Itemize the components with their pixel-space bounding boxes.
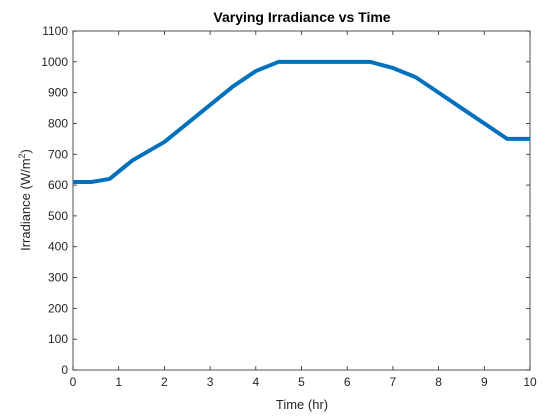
y-tick-label: 800 bbox=[48, 116, 68, 130]
y-tick-label: 200 bbox=[48, 301, 68, 315]
y-axis-label-superscript: 2 bbox=[17, 153, 27, 158]
y-tick-label: 900 bbox=[48, 86, 68, 100]
x-tick-label: 4 bbox=[252, 375, 259, 389]
x-axis-ticks: 0 1 2 3 4 5 6 7 8 9 10 bbox=[70, 31, 537, 389]
chart-title: Varying Irradiance vs Time bbox=[213, 9, 390, 25]
series-layer bbox=[73, 59, 530, 185]
y-axis-label-group: Irradiance (W/m2) bbox=[17, 149, 33, 251]
irradiance-series-line bbox=[73, 59, 530, 185]
y-tick-label: 700 bbox=[48, 147, 68, 161]
y-axis-label-close: ) bbox=[18, 149, 33, 153]
plot-area: 0 1 2 3 4 5 6 7 8 9 10 0 100 200 300 400 500 600 700 800 90… bbox=[41, 24, 537, 389]
y-tick-label: 400 bbox=[48, 240, 68, 254]
x-tick-label: 10 bbox=[523, 375, 537, 389]
x-tick-label: 1 bbox=[115, 375, 122, 389]
y-tick-label: 300 bbox=[48, 271, 68, 285]
y-tick-label: 600 bbox=[48, 178, 68, 192]
y-axis-ticks: 0 100 200 300 400 500 600 700 800 900 1000 1100 bbox=[41, 24, 530, 377]
x-tick-label: 5 bbox=[298, 375, 305, 389]
y-axis-label: Irradiance (W/m2) bbox=[17, 149, 33, 251]
y-tick-label: 500 bbox=[48, 209, 68, 223]
x-tick-label: 0 bbox=[70, 375, 77, 389]
x-tick-label: 2 bbox=[161, 375, 168, 389]
axes-frame bbox=[72, 30, 531, 371]
y-tick-label: 1000 bbox=[41, 55, 68, 69]
y-axis-label-main: Irradiance (W/m bbox=[18, 158, 33, 250]
x-tick-label: 3 bbox=[207, 375, 214, 389]
y-tick-label: 100 bbox=[48, 332, 68, 346]
y-tick-label: 1100 bbox=[42, 24, 68, 38]
x-tick-label: 7 bbox=[390, 375, 397, 389]
x-axis-label: Time (hr) bbox=[276, 397, 328, 412]
x-tick-label: 9 bbox=[481, 375, 488, 389]
x-tick-label: 6 bbox=[344, 375, 351, 389]
y-tick-label: 0 bbox=[61, 363, 68, 377]
x-tick-label: 8 bbox=[435, 375, 442, 389]
